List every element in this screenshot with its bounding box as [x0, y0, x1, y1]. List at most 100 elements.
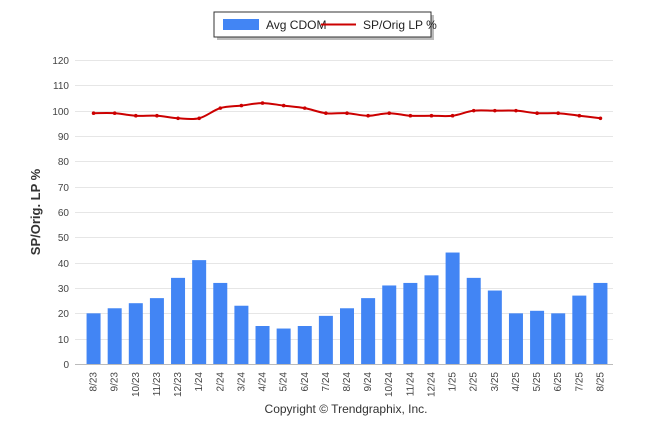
bar [487, 290, 502, 364]
y-tick-label: 50 [58, 233, 70, 244]
bar [572, 295, 587, 364]
y-tick-label: 40 [58, 259, 70, 270]
bar [297, 326, 312, 364]
x-tick-label: 1/24 [194, 372, 205, 392]
bar [593, 282, 608, 364]
line-point [239, 103, 244, 108]
x-tick-label: 2/24 [215, 372, 226, 392]
line-point [155, 113, 159, 118]
line-point [408, 113, 413, 118]
line-point [493, 108, 497, 113]
x-tick-label: 9/23 [110, 372, 121, 392]
bar [382, 285, 397, 364]
line-point [387, 111, 392, 115]
y-tick-label: 0 [63, 360, 69, 371]
x-tick-label: 3/25 [490, 372, 501, 392]
line-point [556, 111, 560, 115]
line-point [218, 106, 223, 110]
bar [234, 305, 249, 364]
x-tick-label: 7/24 [321, 372, 332, 392]
line-point [91, 111, 96, 115]
bar-series [86, 252, 608, 364]
y-tick-label: 110 [53, 81, 69, 92]
bar [149, 298, 164, 364]
line-point [514, 108, 518, 113]
x-axis: 8/23 9/23 10/23 11/23 12/23 1/24 2/24 3/24 4/24 5… [89, 372, 607, 397]
bar [551, 313, 566, 364]
line-point [324, 111, 328, 115]
bar [445, 252, 460, 364]
y-tick-label: 30 [58, 284, 70, 295]
bar [192, 260, 207, 364]
x-tick-label: 11/24 [405, 372, 416, 397]
grid-lines [75, 60, 613, 365]
bar [255, 326, 270, 364]
x-tick-label: 12/24 [426, 372, 437, 397]
x-tick-label: 7/25 [574, 372, 585, 392]
bar [318, 315, 333, 364]
line-point [302, 106, 307, 110]
legend-label-sp-orig-lp: SP/Orig LP % [363, 18, 437, 32]
line-point [345, 111, 349, 115]
x-tick-label: 3/24 [236, 372, 247, 392]
line-point [112, 111, 117, 115]
line-point [471, 108, 476, 113]
bar [128, 303, 143, 364]
y-tick-label: 20 [58, 309, 70, 320]
line-series [91, 101, 603, 121]
bar [171, 277, 186, 364]
x-tick-label: 11/23 [152, 372, 163, 397]
legend-label-avg-cdom: Avg CDOM [266, 18, 326, 32]
bar [107, 308, 122, 364]
bar [276, 328, 291, 364]
bar [86, 313, 101, 364]
y-tick-label: 100 [52, 107, 69, 118]
copyright-credit: Copyright © Trendgraphix, Inc. [265, 402, 428, 416]
y-tick-label: 10 [58, 335, 70, 346]
y-tick-label: 120 [52, 56, 69, 67]
y-axis: 0 10 20 30 40 50 60 70 80 90 100 110 120 [52, 56, 69, 371]
bar [403, 282, 418, 364]
line-point [450, 113, 455, 118]
x-tick-label: 8/23 [89, 372, 100, 392]
x-tick-label: 5/25 [532, 372, 543, 392]
bar [361, 298, 376, 364]
bar [508, 313, 523, 364]
x-tick-label: 2/25 [469, 372, 480, 392]
y-tick-label: 80 [58, 157, 70, 168]
x-tick-label: 1/25 [448, 372, 459, 392]
line-point [197, 116, 201, 121]
y-tick-label: 70 [58, 183, 70, 194]
line-point [598, 116, 603, 121]
line-point [281, 103, 286, 108]
legend: Avg CDOM SP/Orig LP % [213, 11, 437, 40]
x-tick-label: 4/25 [511, 372, 522, 392]
line-point [134, 113, 138, 118]
legend-swatch-bar [223, 19, 259, 30]
y-tick-label: 60 [58, 208, 70, 219]
line-point [577, 113, 582, 118]
x-tick-label: 6/25 [553, 372, 564, 392]
x-tick-label: 4/24 [258, 372, 269, 392]
line-point [260, 101, 265, 105]
x-tick-label: 12/23 [173, 372, 184, 397]
x-tick-label: 8/25 [595, 372, 606, 392]
line-point [366, 113, 370, 118]
x-tick-label: 9/24 [363, 372, 374, 392]
bar [424, 275, 439, 364]
x-tick-label: 8/24 [342, 372, 353, 392]
y-tick-label: 90 [58, 132, 70, 143]
line-point [535, 111, 539, 115]
x-tick-label: 10/23 [131, 372, 142, 397]
x-tick-label: 6/24 [300, 372, 311, 392]
line-point [176, 116, 180, 121]
y-axis-title: SP/Orig. LP % [28, 168, 43, 255]
x-tick-label: 10/24 [384, 372, 395, 397]
bar [466, 277, 481, 364]
line-point [429, 113, 434, 118]
bar [530, 310, 545, 364]
bar [340, 308, 354, 364]
bar [213, 282, 228, 364]
